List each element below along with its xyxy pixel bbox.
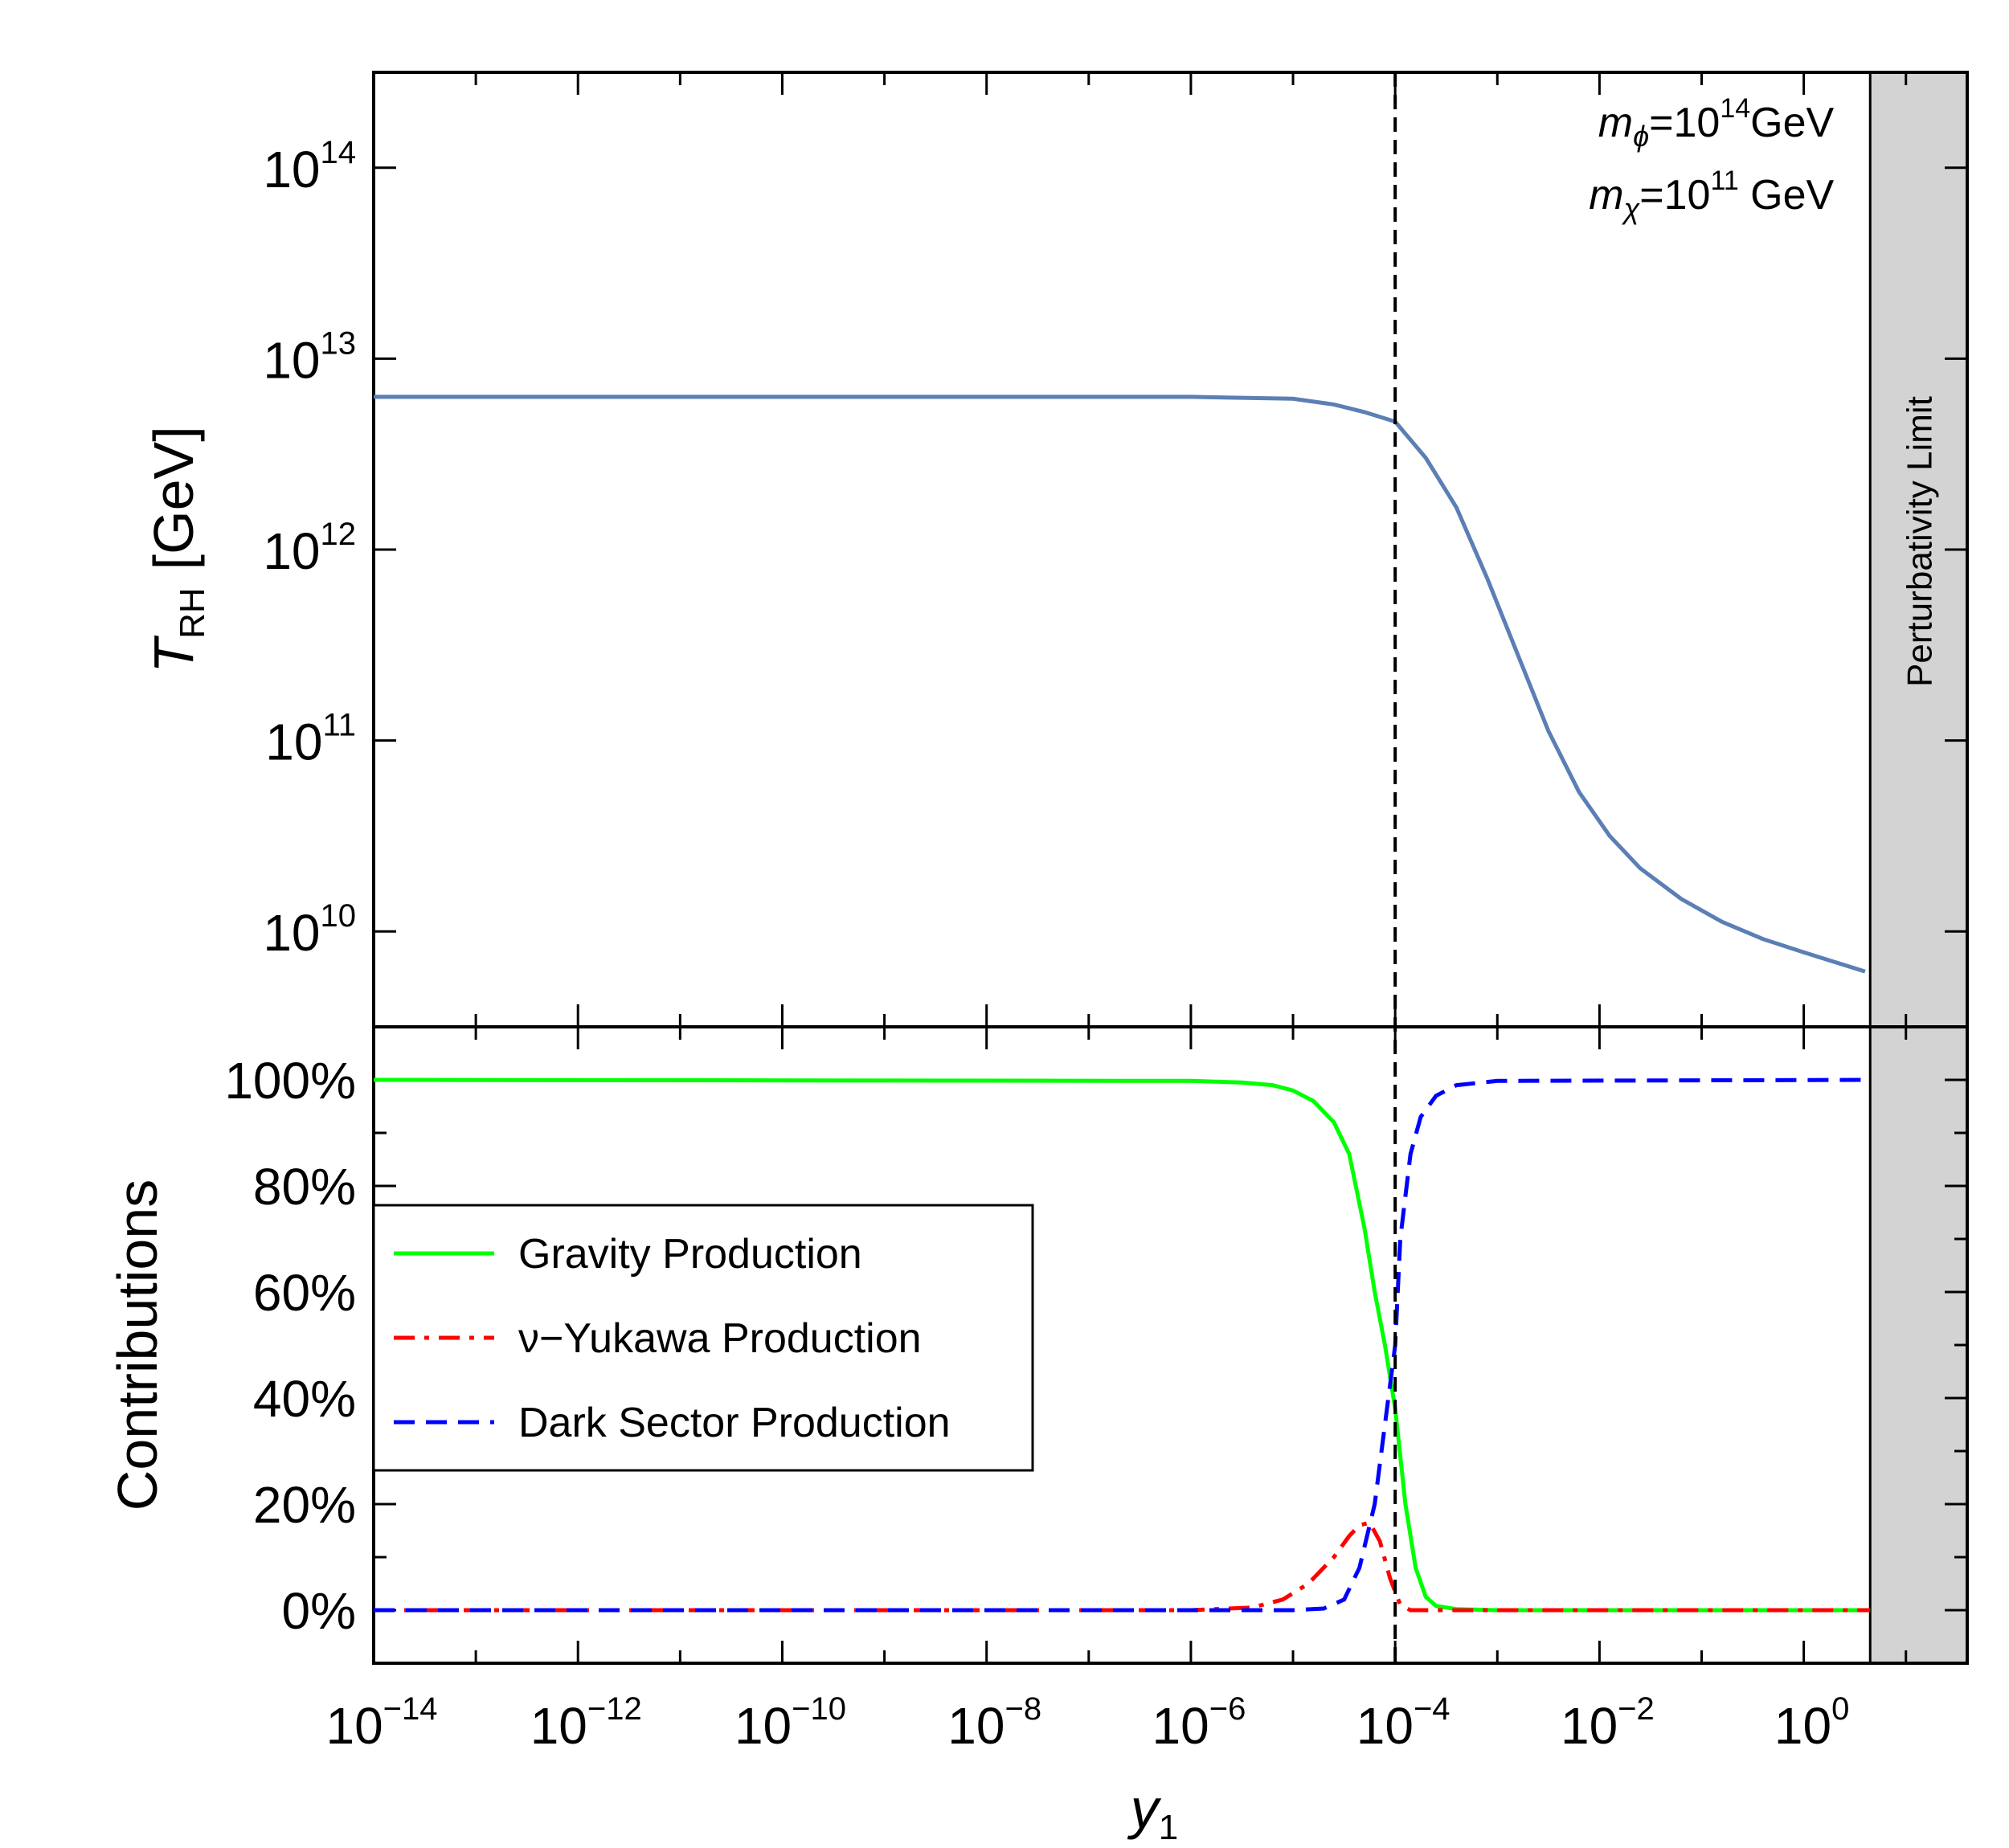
xtick-label-1e-6: 10−6 (1152, 1691, 1246, 1755)
yukawa-production-curve (374, 1520, 1871, 1613)
ytick-label-60: 60% (253, 1264, 356, 1322)
legend-label-gravity: Gravity Production (518, 1231, 862, 1278)
trh-curve (374, 395, 1866, 974)
xtick-label-1e-4: 10−4 (1356, 1691, 1450, 1755)
ytick-label-40: 40% (253, 1370, 356, 1428)
legend-label-yukawa: ν−Yukawa Production (518, 1315, 922, 1362)
x-axis-title: y1 (1127, 1777, 1178, 1847)
top-y-axis-title: TRH[GeV] (142, 426, 212, 673)
perturbativity-limit-label: Perturbativity Limit (1901, 396, 1940, 687)
xtick-label-1e-2: 10−2 (1561, 1691, 1655, 1755)
bottom-y-tick-labels: 0% 20% 40% 60% 80% 100% (224, 1052, 356, 1640)
xtick-label-1e-8: 10−8 (947, 1691, 1041, 1755)
legend-label-dark-sector: Dark Sector Production (518, 1400, 951, 1446)
annotation-m-phi: mϕ=1014GeV (1598, 93, 1835, 153)
xtick-label-1e-12: 10−12 (530, 1691, 642, 1755)
tick-marks (372, 72, 1967, 1665)
annotation-m-chi: mχ=1011 GeV (1589, 166, 1834, 225)
legend: Gravity Production ν−Yukawa Production D… (372, 1204, 1034, 1472)
top-panel-frame (372, 71, 1969, 1028)
gravity-production-curve (373, 1077, 1871, 1613)
perturbativity-limit-band (1870, 72, 1967, 1663)
ytick-label-1e11: 1011 (265, 708, 356, 771)
xtick-label-1e0: 100 (1774, 1691, 1849, 1755)
top-y-tick-labels: 1010 1011 1012 1013 1014 (263, 135, 356, 962)
bottom-y-axis-title: Contributions (106, 1180, 169, 1511)
ytick-label-1e13: 1013 (263, 325, 356, 389)
ytick-label-80: 80% (253, 1158, 356, 1216)
ytick-label-20: 20% (253, 1476, 356, 1534)
legend-box (372, 1204, 1034, 1472)
xtick-label-1e-10: 10−10 (734, 1691, 846, 1755)
ytick-label-1e12: 1012 (263, 517, 356, 580)
x-tick-labels: 10−14 10−12 10−10 10−8 10−6 10−4 10−2 10… (325, 1691, 1849, 1755)
xtick-label-1e-14: 10−14 (325, 1691, 437, 1755)
ytick-label-100: 100% (224, 1052, 356, 1110)
ytick-label-0: 0% (282, 1582, 357, 1640)
ytick-label-1e14: 1014 (263, 135, 356, 198)
ytick-label-1e10: 1010 (263, 898, 356, 962)
